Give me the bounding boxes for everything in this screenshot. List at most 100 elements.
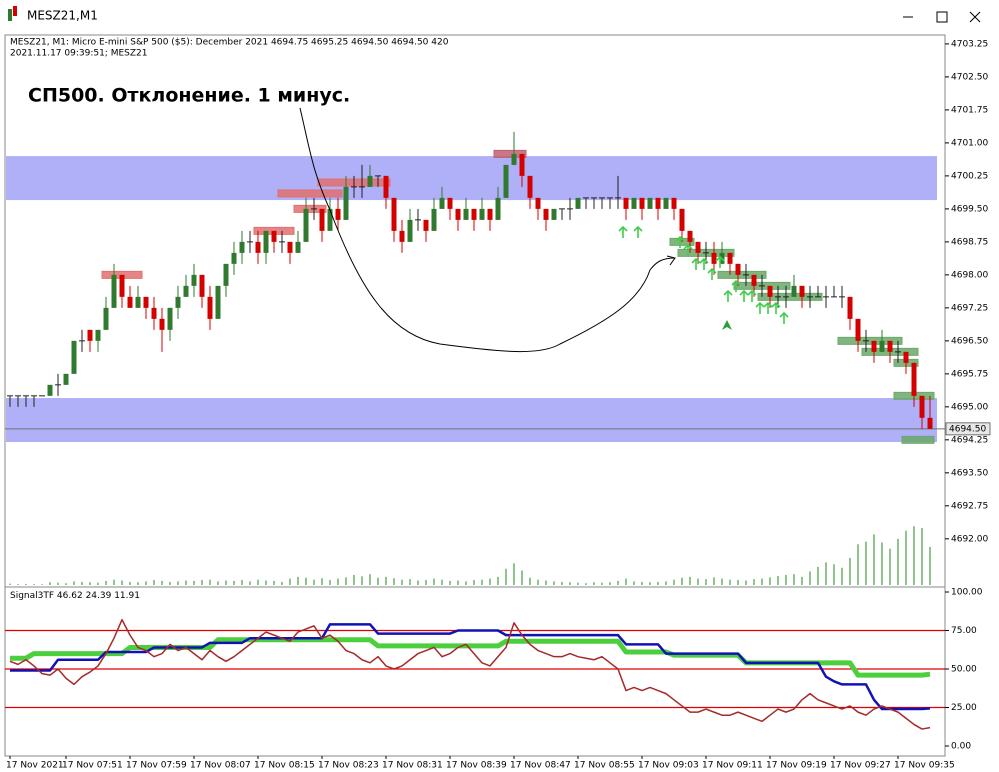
level-box <box>901 435 935 444</box>
x-tick-label: 17 Nov 07:59 <box>126 761 187 771</box>
candle-body <box>287 241 293 253</box>
x-tick-label: 17 Nov 08:47 <box>510 761 571 771</box>
candle-body <box>679 208 685 231</box>
candle-body <box>847 296 853 319</box>
indicator-value: 46.62 <box>57 591 83 601</box>
candle-body <box>383 175 389 198</box>
candle-body <box>455 208 461 220</box>
annotation: СП500. Отклонение. 1 минус. <box>28 85 350 107</box>
x-tick-label: 17 Nov 08:39 <box>446 761 507 771</box>
candle-body <box>551 208 557 220</box>
level-box <box>493 149 527 158</box>
candle-body <box>767 285 773 297</box>
candle-body <box>647 197 653 209</box>
x-tick-label: 17 Nov 2021 <box>6 761 64 771</box>
zone <box>6 156 937 201</box>
candle-body <box>303 208 309 242</box>
hand-drawn-arrow <box>299 107 676 353</box>
level-box <box>837 336 903 345</box>
candle-body <box>111 274 117 308</box>
x-tick-label: 17 Nov 08:07 <box>190 761 251 771</box>
candle-body <box>711 252 717 264</box>
candle-body <box>655 197 661 209</box>
level-box <box>293 204 327 213</box>
candle-body <box>319 208 325 231</box>
candle-body <box>543 208 549 220</box>
candle-body <box>231 252 237 264</box>
maximize-button[interactable] <box>936 11 948 23</box>
candle-body <box>87 329 93 341</box>
candle-body <box>671 197 677 209</box>
arrow-head <box>666 255 676 266</box>
candle-body <box>927 417 933 429</box>
candle-body <box>879 340 885 352</box>
candle-body <box>143 296 149 308</box>
candle-body <box>463 208 469 220</box>
candle-body <box>175 296 181 308</box>
x-tick-label: 17 Nov 09:19 <box>766 761 827 771</box>
candle-body <box>151 307 157 319</box>
chart-frame <box>4 34 946 757</box>
y-tick-label: 4698.75 <box>951 237 988 247</box>
y-tick-label: 4695.75 <box>951 369 988 379</box>
y-tick-label: 75.00 <box>951 626 977 636</box>
close-button[interactable] <box>969 11 981 23</box>
candle-body <box>159 318 165 330</box>
candle-body <box>239 241 245 253</box>
candle-body <box>911 362 917 396</box>
candle-body <box>207 296 213 319</box>
y-tick-label: 4699.50 <box>951 204 988 214</box>
candle-body <box>503 164 509 198</box>
x-tick-label: 17 Nov 09:27 <box>830 761 891 771</box>
y-tick-label: 4696.50 <box>951 336 988 346</box>
y-tick-label: 4692.75 <box>951 501 988 511</box>
candle-body <box>519 153 525 176</box>
candle-body <box>447 197 453 209</box>
last-price-label: 4694.50 <box>949 424 986 434</box>
candle-body <box>127 296 133 308</box>
indicator-value: 11.91 <box>114 591 140 601</box>
candle-body <box>343 186 349 220</box>
y-tick-label: 0.00 <box>951 741 971 751</box>
candle-body <box>407 219 413 242</box>
symbol-info: MESZ21, M1: Micro E-mini S&P 500 ($5): D… <box>10 38 449 48</box>
y-tick-label: 4694.25 <box>951 435 988 445</box>
x-tick-label: 17 Nov 08:15 <box>254 761 315 771</box>
candle-body <box>735 263 741 275</box>
x-tick-label: 17 Nov 09:35 <box>894 761 955 771</box>
buy-signals <box>618 226 789 330</box>
y-tick-label: 4702.50 <box>951 72 988 82</box>
indicator-name: Signal3TF <box>10 591 54 601</box>
candle-body <box>335 208 341 220</box>
candle-body <box>63 373 69 385</box>
candle-body <box>639 197 645 209</box>
title-bar: MESZ21,M1 <box>8 6 981 23</box>
candle-body <box>471 208 477 220</box>
y-tick-label: 25.00 <box>951 703 977 713</box>
candle-body <box>887 340 893 352</box>
y-tick-label: 100.00 <box>951 588 983 598</box>
y-tick-label: 4692.00 <box>951 534 988 544</box>
candle-body <box>903 351 909 363</box>
candle-body <box>367 175 373 187</box>
candle-body <box>295 241 301 253</box>
candle-body <box>47 384 53 396</box>
candle-body <box>687 230 693 242</box>
candle-body <box>663 197 669 209</box>
x-tick-label: 17 Nov 08:23 <box>318 761 379 771</box>
candle-body <box>119 274 125 297</box>
x-tick-label: 17 Nov 08:31 <box>382 761 443 771</box>
x-tick-label: 17 Nov 09:03 <box>638 761 699 771</box>
cursor-arrow <box>722 320 732 330</box>
candle-body <box>535 197 541 209</box>
candle-body <box>919 395 925 418</box>
candle-body <box>631 197 637 209</box>
time-info: 2021.11.17 09:39:51; MESZ21 <box>10 49 148 59</box>
indicator-value: 24.39 <box>86 591 112 601</box>
candle-body <box>575 197 581 209</box>
candle-body <box>391 197 397 231</box>
candle-body <box>511 153 517 165</box>
